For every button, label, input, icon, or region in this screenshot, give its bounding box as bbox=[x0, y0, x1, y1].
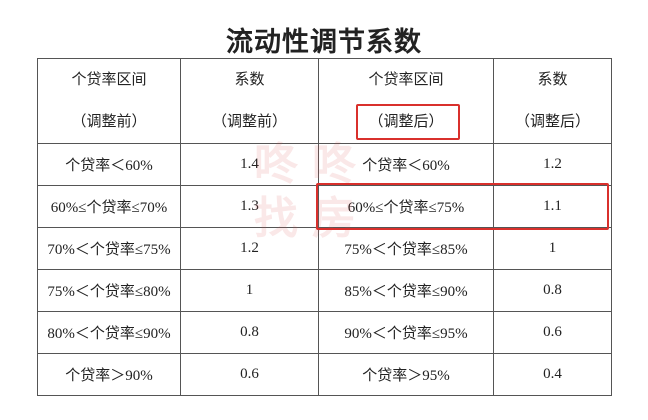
header-cell: 系数 （调整后） bbox=[493, 58, 612, 144]
table-cell: 75%＜个贷率≤85% bbox=[318, 227, 494, 270]
table-cell: 0.4 bbox=[493, 353, 612, 396]
table-cell: 个贷率＜60% bbox=[37, 143, 181, 186]
table-cell: 90%＜个贷率≤95% bbox=[318, 311, 494, 354]
table-cell: 1 bbox=[493, 227, 612, 270]
table-cell: 个贷率＞95% bbox=[318, 353, 494, 396]
table-row: 个贷率＜60% 1.4 个贷率＜60% 1.2 bbox=[37, 143, 612, 186]
header-text: （调整前） bbox=[71, 114, 147, 130]
table-cell: 1 bbox=[180, 269, 319, 312]
table-cell: 0.8 bbox=[493, 269, 612, 312]
table-cell: 1.1 bbox=[493, 185, 612, 228]
table-row: 个贷率＞90% 0.6 个贷率＞95% 0.4 bbox=[37, 353, 612, 396]
table-cell: 70%＜个贷率≤75% bbox=[37, 227, 181, 270]
header-cell: 系数 （调整前） bbox=[180, 58, 319, 144]
table-cell: 60%≤个贷率≤70% bbox=[37, 185, 181, 228]
header-text: （调整后） bbox=[514, 114, 590, 130]
highlight-box bbox=[316, 183, 609, 230]
table-cell: 个贷率＜60% bbox=[318, 143, 494, 186]
table-row: 80%＜个贷率≤90% 0.8 90%＜个贷率≤95% 0.6 bbox=[37, 311, 612, 354]
table-cell: 0.6 bbox=[493, 311, 612, 354]
header-cell: 个贷率区间 （调整前） bbox=[37, 58, 181, 144]
header-cell: 个贷率区间 （调整后） bbox=[318, 58, 494, 144]
header-text: 系数 bbox=[537, 72, 568, 88]
header-row: 个贷率区间 （调整前） 系数 （调整前） 个贷率区间 （调整后） 系数 （调整后） bbox=[37, 58, 612, 144]
header-text: 个贷率区间 bbox=[71, 72, 147, 88]
table-cell: 1.2 bbox=[493, 143, 612, 186]
table-cell: 个贷率＞90% bbox=[37, 353, 181, 396]
header-text: （调整前） bbox=[211, 114, 287, 130]
table-row: 75%＜个贷率≤80% 1 85%＜个贷率≤90% 0.8 bbox=[37, 269, 612, 312]
table-cell: 1.4 bbox=[180, 143, 319, 186]
table-cell: 60%≤个贷率≤75% bbox=[318, 185, 494, 228]
header-text: 系数 bbox=[234, 72, 265, 88]
header-text: （调整后） bbox=[368, 114, 444, 130]
watermark: 咚咚 找房 bbox=[232, 138, 392, 246]
table-row: 60%≤个贷率≤70% 1.3 60%≤个贷率≤75% 1.1 bbox=[37, 185, 612, 228]
header-text: 个贷率区间 bbox=[368, 72, 444, 88]
table-cell: 80%＜个贷率≤90% bbox=[37, 311, 181, 354]
table-cell: 85%＜个贷率≤90% bbox=[318, 269, 494, 312]
title: 流动性调节系数 bbox=[226, 27, 422, 57]
table-cell: 0.6 bbox=[180, 353, 319, 396]
table-cell: 0.8 bbox=[180, 311, 319, 354]
watermark-line: 找房 bbox=[254, 194, 370, 243]
table: 个贷率区间 （调整前） 系数 （调整前） 个贷率区间 （调整后） 系数 （调整后） 个贷率＜60… bbox=[37, 58, 612, 396]
table-row: 70%＜个贷率≤75% 1.2 75%＜个贷率≤85% 1 bbox=[37, 227, 612, 270]
table-cell: 75%＜个贷率≤80% bbox=[37, 269, 181, 312]
highlight-box bbox=[356, 104, 460, 140]
table-cell: 1.2 bbox=[180, 227, 319, 270]
watermark-line: 咚咚 bbox=[254, 140, 370, 189]
